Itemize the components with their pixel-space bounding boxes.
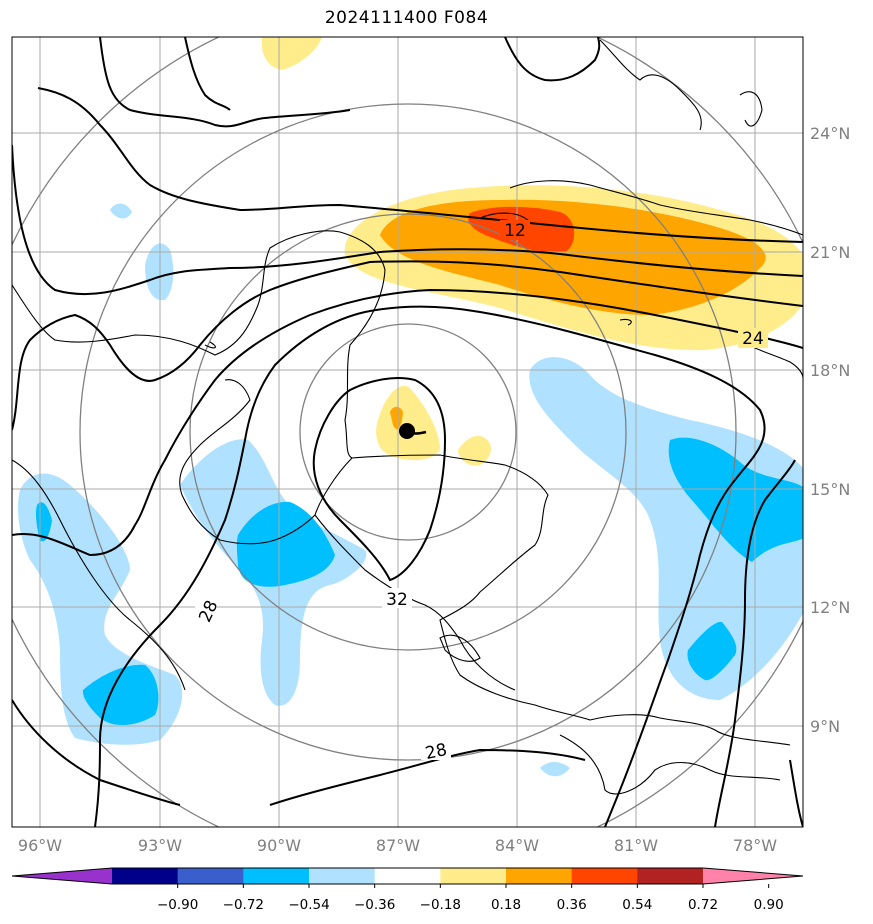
colorbar-tick-label: −0.36 [354, 897, 395, 913]
coastlines [12, 39, 803, 795]
colorbar-segment [243, 868, 310, 884]
colorbar-segment [177, 868, 244, 884]
lon-label: 81°W [614, 836, 658, 855]
lon-label: 87°W [376, 836, 420, 855]
colorbar-extend-high [703, 868, 803, 884]
lat-label: 9°N [810, 717, 840, 736]
map-title: 2024111400 F084 [324, 8, 489, 28]
colorbar-tick-label: −0.72 [223, 897, 264, 913]
contour-label-12: 12 [504, 221, 526, 241]
colorbar-segment [309, 868, 376, 884]
colorbar-segment [571, 868, 638, 884]
storm-center-marker [399, 423, 415, 439]
colorbar-segment [637, 868, 704, 884]
colorbar-extend-low [12, 868, 112, 884]
colorbar-segment [506, 868, 573, 884]
colorbar-segment [112, 868, 179, 884]
colorbar-segment [440, 868, 507, 884]
colorbar-tick-label: −0.54 [288, 897, 329, 913]
colorbar-tick-label: 0.72 [688, 897, 718, 913]
lon-label: 93°W [138, 836, 182, 855]
colorbar-segment [374, 868, 441, 884]
contour-label-32: 32 [386, 590, 408, 610]
colorbar-tick-label: 0.90 [754, 897, 784, 913]
colorbar-outline [11, 867, 804, 885]
anomaly-fill-positive [261, 37, 803, 466]
lat-label: 12°N [810, 598, 850, 617]
lat-label: 15°N [810, 480, 850, 499]
lon-label: 96°W [18, 836, 62, 855]
range-rings [12, 37, 803, 827]
storm-track [399, 423, 427, 439]
colorbar: −0.90 −0.72 −0.54 −0.36 −0.18 0.18 0.36 0.54 0.7… [11, 867, 804, 913]
colorbar-tick-label: 0.36 [557, 897, 587, 913]
colorbar-tick-label: −0.90 [157, 897, 198, 913]
colorbar-tick-label: −0.18 [420, 897, 461, 913]
contour-label-24: 24 [742, 329, 764, 349]
height-contours [12, 37, 803, 827]
lon-label: 78°W [733, 836, 777, 855]
map-frame [11, 36, 804, 828]
lat-label: 21°N [810, 243, 850, 262]
colorbar-tick-label: 0.54 [622, 897, 652, 913]
lon-label: 84°W [495, 836, 539, 855]
longitude-labels: 96°W 93°W 90°W 87°W 84°W 81°W 78°W [18, 836, 777, 855]
lat-label: 24°N [810, 124, 850, 143]
latitude-labels: 24°N 21°N 18°N 15°N 12°N 9°N [810, 124, 850, 736]
contour-label-28-south: 28 [424, 740, 449, 764]
colorbar-tick-label: 0.18 [491, 897, 521, 913]
lon-label: 90°W [257, 836, 301, 855]
lat-lon-grid [12, 37, 803, 827]
lat-label: 18°N [810, 361, 850, 380]
